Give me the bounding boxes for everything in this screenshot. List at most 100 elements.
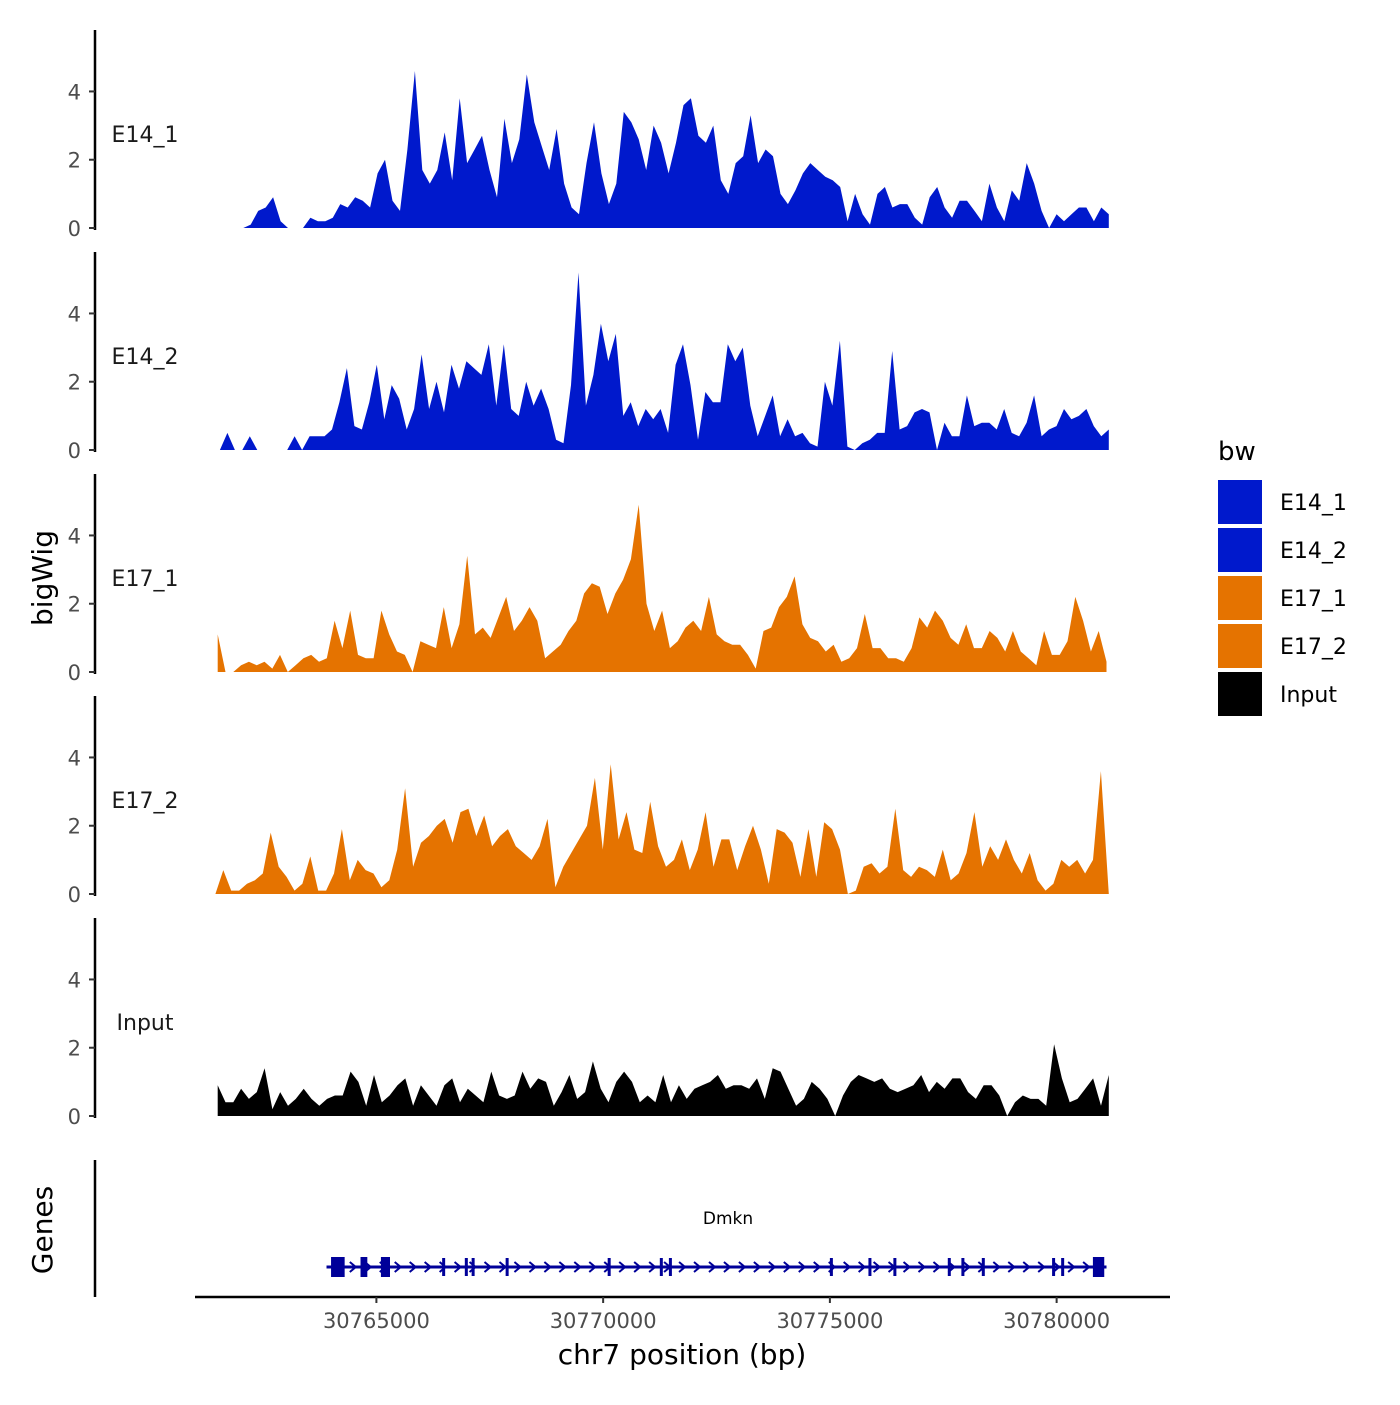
strand-arrow: [962, 1261, 971, 1273]
y-tick-label: 0: [68, 217, 81, 241]
strand-arrow: [394, 1261, 403, 1273]
strand-arrow: [693, 1261, 702, 1273]
strand-arrow: [483, 1261, 493, 1273]
strand-arrow: [753, 1261, 762, 1273]
track-label: E14_1: [112, 123, 179, 148]
gene-exon: [331, 1257, 345, 1277]
bigwig-tracks: 0 2 4 E14_1 0 2 4 E14_2 0 2 4 E17_1 0 2 4 E17_2 0 2 4 Input: [68, 30, 1109, 1129]
gene-name-label: Dmkn: [703, 1209, 753, 1229]
track-label: E14_2: [112, 345, 179, 370]
track-e17-2: 0 2 4 E17_2: [68, 696, 1109, 907]
x-tick-label: 30780000: [1003, 1309, 1110, 1333]
strand-arrow: [588, 1261, 597, 1273]
strand-arrow: [633, 1261, 642, 1273]
track-label: E17_2: [112, 789, 179, 814]
legend-swatch-input: [1218, 672, 1262, 716]
x-axis-title: chr7 position (bp): [558, 1338, 807, 1371]
gene-exon: [893, 1258, 897, 1276]
y-tick-label: 4: [68, 746, 81, 770]
y-tick-label: 0: [68, 1105, 81, 1129]
track-label: E17_1: [112, 567, 179, 592]
gene-exon: [380, 1257, 390, 1277]
legend-label-e17-2: E17_2: [1280, 635, 1347, 660]
strand-arrow: [423, 1261, 433, 1273]
y-tick-label: 2: [68, 1037, 81, 1061]
legend-label-e14-1: E14_1: [1280, 491, 1347, 516]
y-tick-label: 2: [68, 593, 81, 617]
strand-arrow: [857, 1261, 867, 1273]
legend-title: bw: [1218, 437, 1256, 467]
strand-arrow: [917, 1261, 927, 1273]
legend-swatch-e17-1: [1218, 576, 1262, 620]
legend-swatch-e14-1: [1218, 480, 1262, 524]
strand-arrow: [783, 1261, 792, 1273]
strand-arrow: [528, 1261, 537, 1273]
genes-track: Dmkn: [93, 1160, 1107, 1297]
strand-arrow: [438, 1261, 448, 1273]
strand-arrow: [738, 1261, 747, 1273]
x-axis: 30765000 30770000 30775000 30780000: [195, 1295, 1170, 1333]
track-input: 0 2 4 Input: [68, 918, 1109, 1129]
axis-titles: bigWig Genes chr7 position (bp): [26, 530, 806, 1371]
gene-exon: [505, 1258, 509, 1276]
x-tick-label: 30775000: [776, 1309, 883, 1333]
strand-arrow: [498, 1261, 508, 1273]
legend-swatch-e17-2: [1218, 624, 1262, 668]
strand-arrow: [1082, 1261, 1091, 1273]
strand-arrow: [349, 1261, 358, 1273]
strand-arrow: [798, 1261, 807, 1273]
strand-arrow: [1037, 1261, 1046, 1273]
gene-exon: [471, 1258, 475, 1276]
area-input: [217, 1044, 1109, 1116]
y-tick-label: 4: [68, 302, 81, 326]
strand-arrow: [1022, 1261, 1031, 1273]
gene-exon: [659, 1258, 663, 1276]
track-label: Input: [117, 1011, 174, 1036]
legend-label-e14-2: E14_2: [1280, 539, 1347, 564]
gene-exon: [442, 1258, 446, 1276]
track-e14-2: 0 2 4 E14_2: [68, 252, 1109, 463]
x-tick-label: 30770000: [550, 1309, 657, 1333]
legend-label-input: Input: [1280, 683, 1337, 708]
strand-arrow: [932, 1261, 942, 1273]
strand-arrow: [1052, 1261, 1061, 1273]
strand-arrow: [1067, 1261, 1076, 1273]
strand-arrow: [1007, 1261, 1016, 1273]
x-tick-label: 30765000: [323, 1309, 430, 1333]
gene-exon: [1061, 1258, 1065, 1276]
gene-exon: [1092, 1257, 1105, 1277]
strand-arrow: [872, 1261, 882, 1273]
legend-label-e17-1: E17_1: [1280, 587, 1347, 612]
legend: bw E14_1 E14_2 E17_1 E17_2 Input: [1218, 437, 1347, 716]
area-e14-2: [219, 272, 1109, 450]
legend-swatch-e14-2: [1218, 528, 1262, 572]
strand-arrow: [813, 1261, 822, 1273]
genes-axis-title: Genes: [26, 1186, 59, 1274]
y-tick-label: 2: [68, 149, 81, 173]
strand-arrow: [513, 1261, 522, 1273]
gene-exon: [961, 1258, 965, 1276]
y-tick-label: 4: [68, 968, 81, 992]
strand-arrow: [648, 1261, 657, 1273]
y-axis-title: bigWig: [26, 530, 59, 626]
strand-arrow: [902, 1261, 912, 1273]
track-e14-1: 0 2 4 E14_1: [68, 30, 1109, 241]
strand-arrow: [992, 1261, 1001, 1273]
y-tick-label: 2: [68, 371, 81, 395]
y-tick-label: 0: [68, 439, 81, 463]
strand-arrow: [468, 1261, 478, 1273]
strand-arrow: [573, 1261, 582, 1273]
strand-arrow: [453, 1261, 463, 1273]
track-e17-1: 0 2 4 E17_1: [68, 474, 1107, 685]
strand-arrow: [618, 1261, 627, 1273]
strand-arrow: [843, 1261, 852, 1273]
y-tick-label: 4: [68, 80, 81, 104]
y-tick-label: 0: [68, 883, 81, 907]
gene-exon: [607, 1258, 611, 1276]
gene-exon: [868, 1258, 872, 1276]
strand-arrow: [409, 1261, 418, 1273]
gene-exon: [464, 1258, 468, 1276]
gene-exon: [360, 1257, 368, 1277]
strand-arrow: [678, 1261, 687, 1273]
